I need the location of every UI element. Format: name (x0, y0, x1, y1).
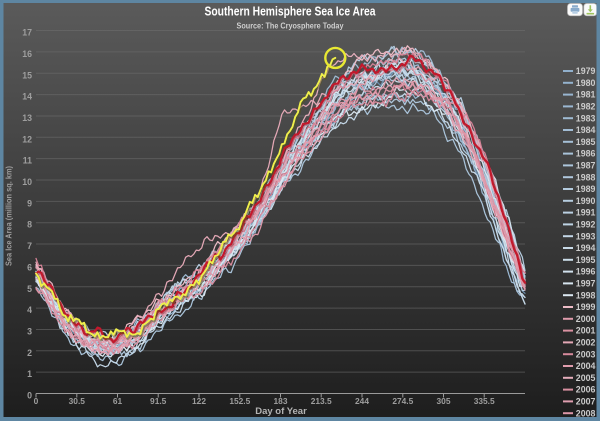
svg-text:3: 3 (27, 326, 32, 336)
svg-text:213.5: 213.5 (311, 396, 332, 406)
svg-text:12: 12 (22, 134, 32, 144)
svg-text:1989: 1989 (576, 184, 596, 194)
svg-text:13: 13 (22, 113, 32, 123)
svg-text:Day of Year: Day of Year (255, 406, 307, 417)
svg-text:0: 0 (34, 396, 39, 406)
svg-text:1990: 1990 (576, 196, 596, 206)
svg-text:1986: 1986 (576, 149, 596, 159)
svg-text:274.5: 274.5 (392, 396, 413, 406)
svg-text:1992: 1992 (576, 220, 596, 230)
svg-text:Sea Ice Area (million sq. km): Sea Ice Area (million sq. km) (5, 166, 14, 266)
svg-text:2005: 2005 (576, 373, 596, 383)
svg-text:11: 11 (23, 156, 32, 166)
svg-text:2003: 2003 (576, 349, 596, 359)
svg-text:2006: 2006 (576, 385, 596, 395)
svg-text:244: 244 (355, 396, 369, 406)
svg-text:9: 9 (27, 198, 32, 208)
svg-text:0: 0 (27, 391, 32, 401)
svg-text:1980: 1980 (576, 78, 596, 88)
svg-text:152.5: 152.5 (229, 396, 250, 406)
svg-text:1983: 1983 (576, 113, 596, 123)
svg-text:335.5: 335.5 (474, 396, 495, 406)
svg-text:1994: 1994 (576, 243, 596, 253)
svg-text:1985: 1985 (576, 137, 596, 147)
svg-text:7: 7 (27, 241, 32, 251)
svg-text:6: 6 (27, 262, 32, 272)
svg-text:1984: 1984 (576, 125, 596, 135)
svg-text:122: 122 (192, 396, 206, 406)
svg-text:2001: 2001 (576, 326, 596, 336)
svg-text:4: 4 (27, 305, 32, 315)
svg-text:15: 15 (22, 70, 32, 80)
svg-text:1995: 1995 (576, 255, 596, 265)
svg-text:1982: 1982 (576, 102, 596, 112)
svg-text:1: 1 (27, 369, 32, 379)
svg-text:2007: 2007 (576, 397, 596, 407)
svg-text:1997: 1997 (576, 279, 596, 289)
svg-text:Source: The Cryosphere Today: Source: The Cryosphere Today (237, 21, 344, 31)
svg-text:1979: 1979 (576, 66, 596, 76)
svg-text:8: 8 (27, 220, 32, 230)
svg-text:1988: 1988 (576, 172, 596, 182)
svg-text:1987: 1987 (576, 161, 596, 171)
svg-text:1991: 1991 (576, 208, 596, 218)
svg-text:30.5: 30.5 (69, 396, 86, 406)
svg-text:2002: 2002 (576, 338, 596, 348)
svg-text:305: 305 (437, 396, 451, 406)
svg-text:2004: 2004 (576, 361, 596, 371)
svg-text:17: 17 (22, 28, 32, 38)
svg-text:2000: 2000 (576, 314, 596, 324)
svg-text:2: 2 (27, 348, 32, 358)
svg-text:Southern Hemisphere Sea Ice Ar: Southern Hemisphere Sea Ice Area (205, 5, 377, 19)
svg-text:2008: 2008 (576, 408, 596, 418)
svg-text:10: 10 (22, 177, 32, 187)
svg-text:1981: 1981 (576, 90, 596, 100)
svg-text:16: 16 (22, 49, 32, 59)
svg-text:14: 14 (22, 92, 32, 102)
svg-text:1998: 1998 (576, 290, 596, 300)
svg-text:61: 61 (113, 396, 123, 406)
svg-text:183: 183 (274, 396, 288, 406)
svg-text:91.5: 91.5 (150, 396, 167, 406)
svg-text:1999: 1999 (576, 302, 596, 312)
svg-text:5: 5 (27, 284, 32, 294)
svg-text:1993: 1993 (576, 231, 596, 241)
svg-text:1996: 1996 (576, 267, 596, 277)
